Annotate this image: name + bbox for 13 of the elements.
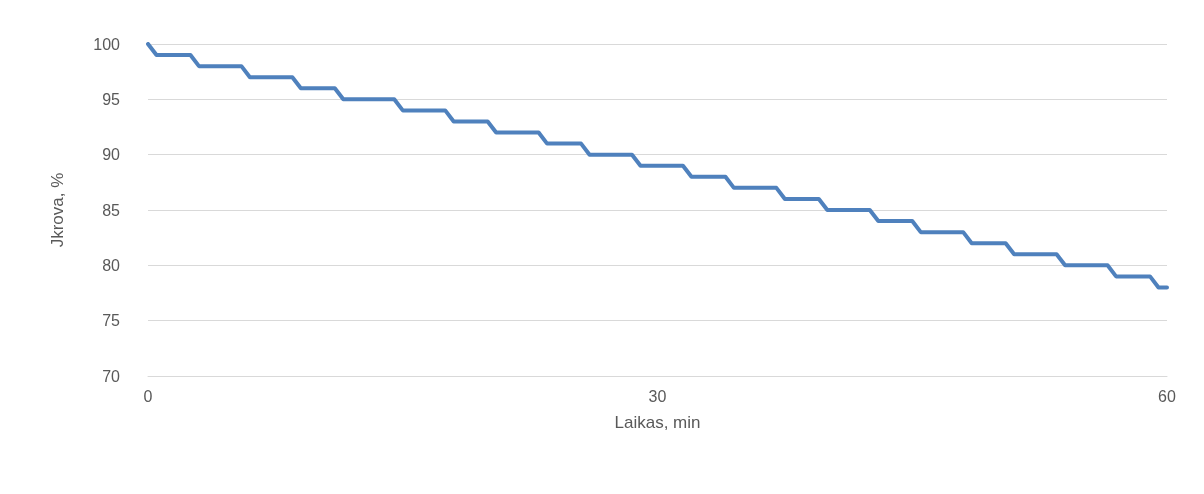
y-tick-label: 90 <box>102 146 121 164</box>
y-tick-label: 95 <box>102 90 121 108</box>
y-tick-label: 85 <box>102 201 121 219</box>
x-tick-label: 0 <box>143 387 153 405</box>
y-tick-label: 70 <box>102 367 121 385</box>
x-tick-label: 60 <box>1158 387 1176 405</box>
x-axis-title: Laikas, min <box>614 413 701 432</box>
y-tick-label: 75 <box>102 312 121 330</box>
y-tick-label: 100 <box>93 35 121 53</box>
y-axis-title: Jkrova, % <box>48 172 67 248</box>
line-series <box>146 42 1169 290</box>
x-tick-label: 30 <box>648 387 667 405</box>
y-tick-label: 80 <box>102 256 121 274</box>
